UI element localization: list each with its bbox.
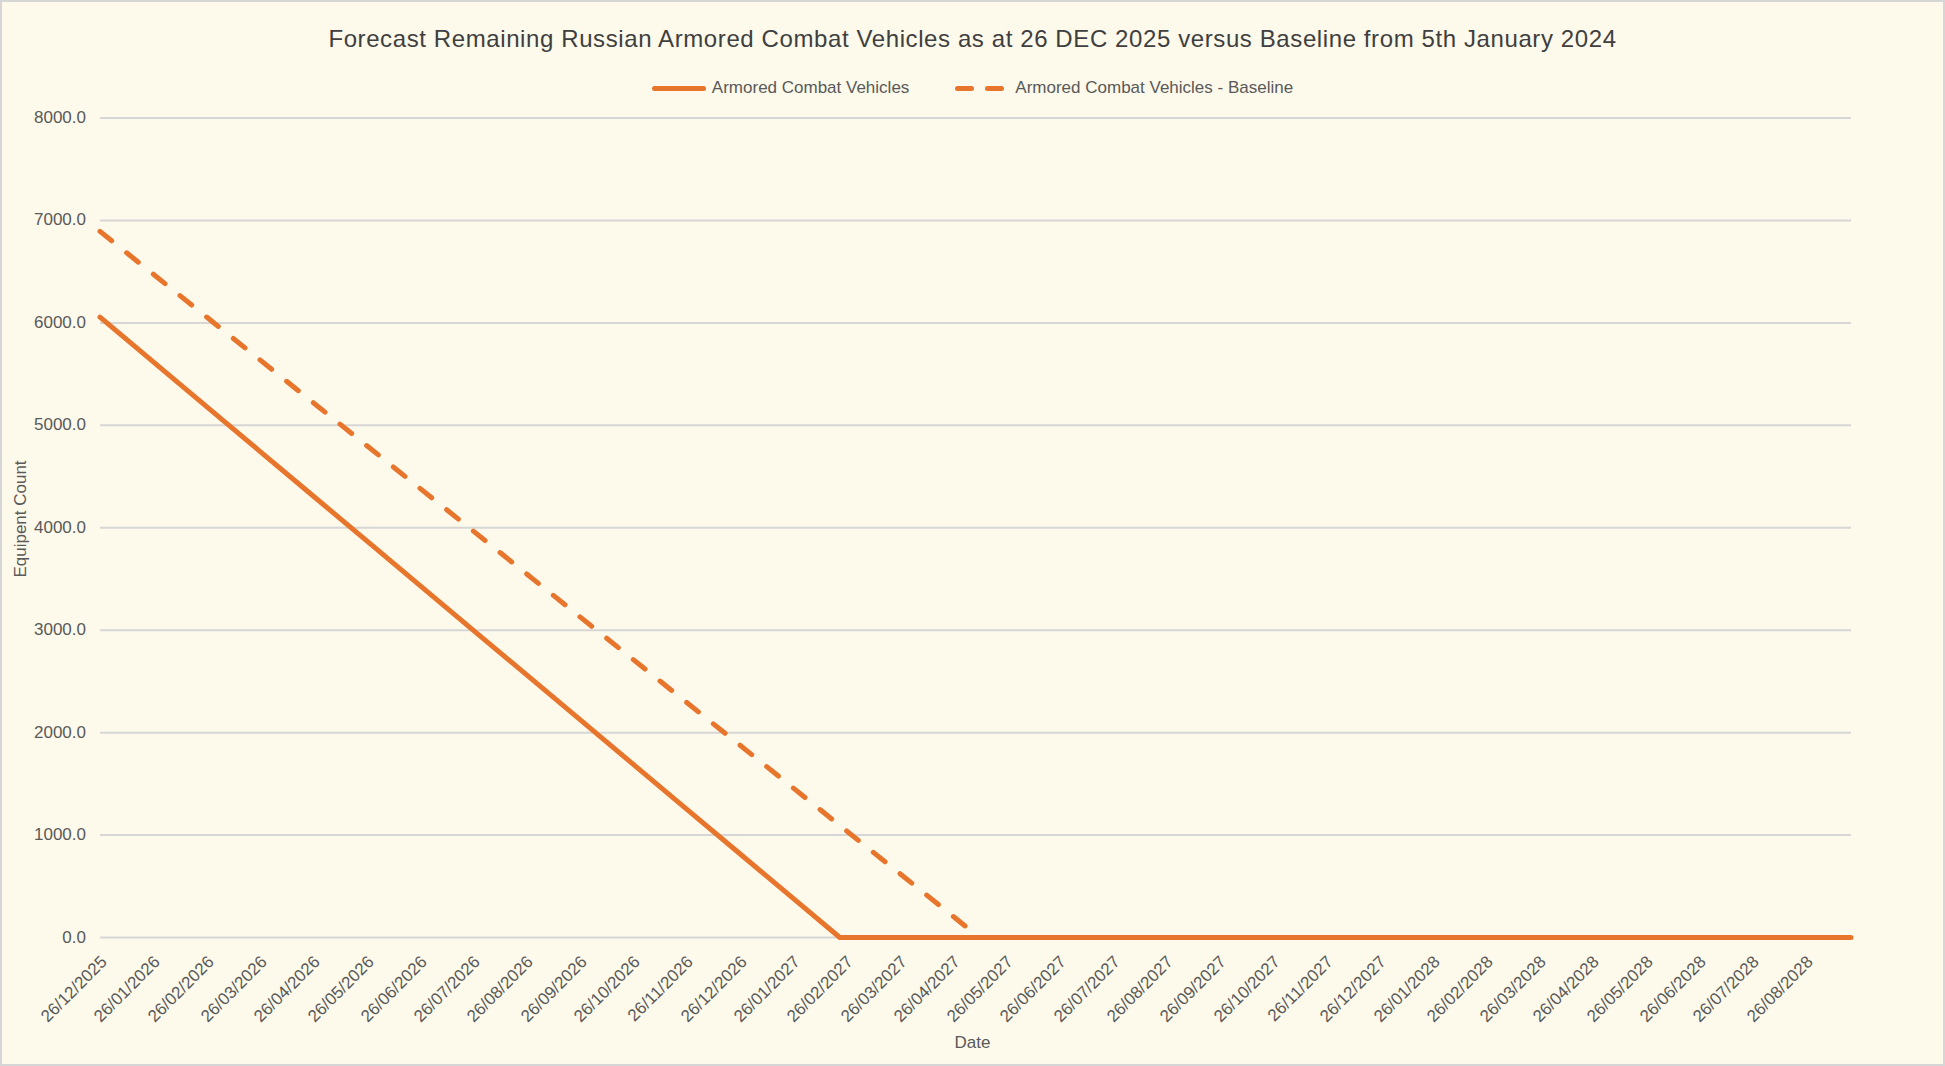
y-tick-label: 1000.0 — [2, 825, 86, 845]
y-tick-label: 8000.0 — [2, 108, 86, 128]
y-axis-title: Equipent Count — [11, 460, 31, 577]
y-tick-label: 2000.0 — [2, 723, 86, 743]
y-tick-label: 3000.0 — [2, 620, 86, 640]
chart-canvas: Forecast Remaining Russian Armored Comba… — [0, 0, 1945, 1066]
y-tick-label: 6000.0 — [2, 313, 86, 333]
y-tick-label: 5000.0 — [2, 415, 86, 435]
x-axis-title: Date — [2, 1033, 1943, 1053]
y-tick-label: 0.0 — [2, 928, 86, 948]
plot-area — [2, 2, 1945, 1066]
y-tick-label: 7000.0 — [2, 210, 86, 230]
